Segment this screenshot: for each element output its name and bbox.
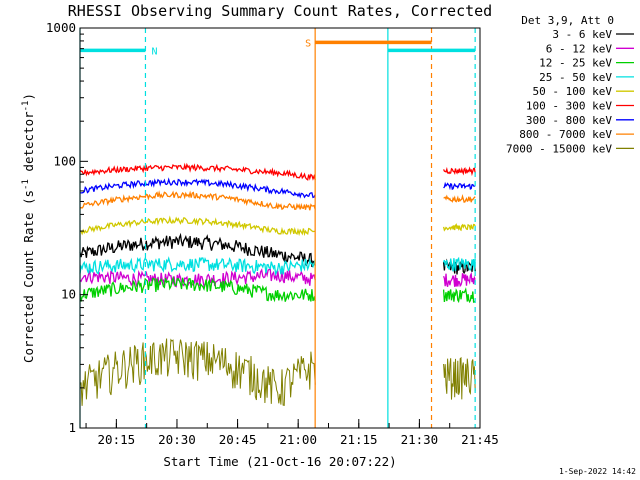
observing-bar-label: N [151, 46, 157, 57]
plot-frame [79, 27, 481, 429]
legend-label: 6 - 12 keV [546, 42, 613, 55]
y-axis-label-part: detector [21, 111, 36, 179]
series-line [79, 275, 316, 303]
series-line [79, 190, 316, 211]
y-tick-label: 100 [53, 153, 76, 168]
x-tick-label: 21:30 [401, 432, 439, 447]
series-line [79, 232, 316, 268]
legend-label: 300 - 800 keV [526, 114, 612, 127]
series-line [79, 338, 316, 407]
y-tick-label: 1000 [46, 20, 76, 35]
legend-label: 12 - 25 keV [539, 57, 612, 70]
x-tick-label: 20:15 [98, 432, 136, 447]
x-tick-label: 21:45 [461, 432, 499, 447]
y-axis-label: Corrected Count Rate (s-1 detector-1) [21, 93, 36, 363]
x-tick-label: 21:15 [340, 432, 378, 447]
y-tick-label: 1 [68, 420, 76, 435]
legend-label: 25 - 50 keV [539, 71, 612, 84]
x-tick-label: 20:30 [158, 432, 196, 447]
y-axis-label-exponent: -1 [21, 179, 31, 190]
x-tick-label: 21:00 [279, 432, 317, 447]
y-tick-label: 10 [61, 287, 76, 302]
series-line [442, 287, 476, 304]
series-line [442, 256, 476, 272]
x-tick-label: 20:45 [219, 432, 257, 447]
series-line [443, 166, 476, 177]
x-axis-label: Start Time (21-Oct-16 20:07:22) [163, 454, 396, 469]
timestamp: 1-Sep-2022 14:42 [559, 467, 636, 476]
series-line [443, 181, 476, 191]
series-line [79, 256, 316, 277]
x-axis: 20:15 20:30 20:45 21:00 21:15 21:30 21:45 [85, 419, 499, 447]
legend-title: Det 3,9, Att 0 [521, 14, 614, 27]
y-axis: 1 10 100 1000 [46, 20, 88, 435]
series-line [79, 162, 316, 181]
series-line [79, 268, 316, 289]
observing-bar-label: S [305, 38, 311, 49]
series-line [443, 356, 476, 400]
y-axis-label-exponent: -1 [21, 101, 31, 112]
series-line [443, 194, 476, 203]
legend-label: 3 - 6 keV [552, 28, 612, 41]
series-line [442, 271, 476, 288]
series-line [79, 177, 316, 199]
plot-area: NS [79, 28, 476, 428]
y-axis-label-part: ) [21, 93, 36, 101]
legend-label: 800 - 7000 keV [519, 128, 612, 141]
legend-label: 100 - 300 keV [526, 100, 612, 113]
legend-label: 7000 - 15000 keV [506, 142, 612, 155]
series-line [80, 215, 316, 237]
series-line [442, 223, 476, 232]
legend-label: 50 - 100 keV [533, 85, 613, 98]
chart-title: RHESSI Observing Summary Count Rates, Co… [68, 2, 492, 20]
y-axis-label-part: Corrected Count Rate (s [21, 190, 36, 363]
